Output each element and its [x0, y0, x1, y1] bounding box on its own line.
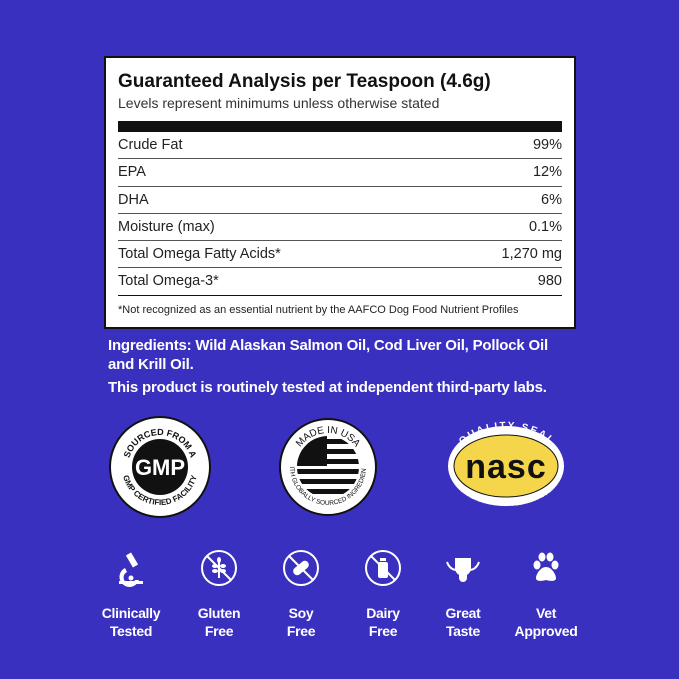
made-in-usa-badge: MADE IN USA WITH GLOBALLY SOURCED INGRED… — [278, 417, 377, 516]
feature-gluten: Gluten Free — [174, 548, 264, 640]
panel-subtitle: Levels represent minimums unless otherwi… — [118, 95, 440, 111]
feature-label: Vet Approved — [514, 605, 578, 639]
footnote: *Not recognized as an essential nutrient… — [118, 303, 519, 316]
panel-title: Guaranteed Analysis per Teaspoon (4.6g) — [118, 71, 491, 92]
no-dairy-icon — [365, 550, 401, 586]
feature-soy: Soy Free — [256, 548, 346, 640]
guaranteed-analysis-panel: Guaranteed Analysis per Teaspoon (4.6g) … — [104, 56, 576, 329]
feature-vet: Vet Approved — [501, 548, 591, 640]
analysis-row: Total Omega-3* 980 — [118, 268, 562, 296]
ingredients-text: Ingredients: Wild Alaskan Salmon Oil, Co… — [108, 337, 548, 373]
row-value: 99% — [532, 137, 562, 153]
row-label: Total Omega Fatty Acids* — [118, 246, 281, 263]
feature-label: Gluten Free — [197, 605, 241, 639]
feature-dairy: Dairy Free — [338, 548, 428, 640]
analysis-row: Total Omega Fatty Acids* 1,270 mg — [118, 241, 562, 269]
analysis-row: EPA 12% — [118, 159, 562, 187]
feature-great: Great Taste — [418, 548, 508, 640]
row-value: 12% — [532, 164, 562, 181]
analysis-row: Moisture (max) 0.1% — [118, 214, 562, 242]
row-value: 0.1% — [528, 218, 562, 235]
feature-label: Soy Free — [286, 605, 316, 639]
nasc-center-text: nasc — [465, 448, 547, 486]
row-label: DHA — [118, 191, 149, 208]
tested-text: This product is routinely tested at inde… — [108, 379, 547, 396]
row-label: Moisture (max) — [118, 218, 215, 235]
row-value: 1,270 mg — [501, 246, 562, 263]
no-soy-icon — [283, 550, 319, 586]
microscope-icon — [119, 552, 143, 587]
row-value: 6% — [541, 191, 562, 208]
feature-label: Dairy Free — [366, 605, 400, 639]
dog-tongue-icon — [446, 558, 480, 582]
analysis-row: Crude Fat 99% — [118, 132, 562, 160]
divider-bar — [118, 121, 562, 132]
feature-clinically: Clinically Tested — [86, 548, 176, 640]
gmp-center-text: GMP — [135, 455, 185, 480]
feature-label: Clinically Tested — [101, 605, 161, 639]
gmp-badge: SOURCED FROM A GMP GMP CERTIFIED FACILIT… — [109, 416, 211, 518]
us-flag-icon — [297, 436, 359, 498]
row-value: 980 — [537, 273, 562, 290]
no-wheat-icon — [201, 550, 237, 586]
row-label: EPA — [118, 164, 146, 181]
row-label: Total Omega-3* — [118, 273, 219, 290]
nasc-quality-seal: QUALITY SEAL nasc NATIONAL ANIMAL SUPPLE… — [448, 421, 564, 508]
feature-label: Great Taste — [445, 605, 481, 639]
analysis-row: DHA 6% — [118, 187, 562, 214]
paw-icon — [533, 552, 559, 581]
row-label: Crude Fat — [118, 137, 183, 153]
